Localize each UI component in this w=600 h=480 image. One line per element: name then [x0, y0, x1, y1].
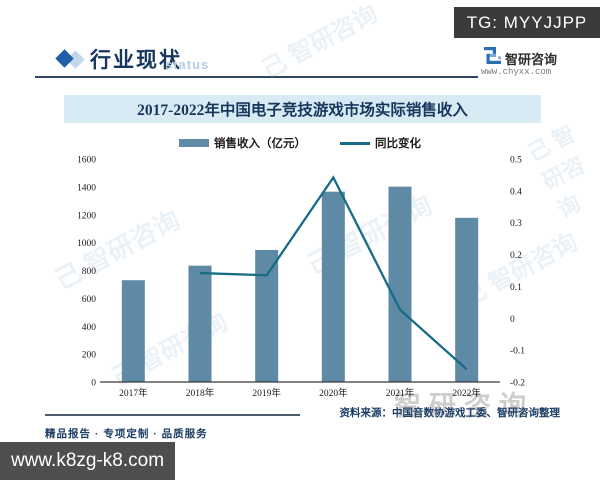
brand-url: www.chyxx.com: [481, 67, 552, 77]
bar-2018年: [188, 265, 212, 382]
brand-name: 智研咨询: [505, 52, 558, 67]
x-axis-label: 2017年: [119, 387, 148, 399]
left-axis-tick: 1600: [77, 156, 96, 166]
legend-line-label: 同比变化: [375, 138, 421, 150]
right-axis-tick: 0: [510, 315, 515, 325]
right-axis-tick: 0.2: [510, 251, 522, 261]
site-url-badge: www.k8zg-k8.com: [0, 442, 175, 480]
header-divider: [35, 76, 478, 78]
right-axis-tick: 0.4: [510, 187, 522, 197]
legend-item-revenue: 销售收入（亿元）: [179, 135, 306, 151]
left-axis-tick: 200: [82, 351, 97, 361]
x-axis-label: 2021年: [386, 387, 415, 399]
bar-2019年: [255, 249, 279, 382]
chart-canvas: 0 200 400 600 800 1000 1200 1400 1600 -0.2 -0.1 0 0.…: [77, 156, 525, 400]
right-axis-tick: -0.1: [510, 347, 525, 357]
left-axis-tick: 0: [91, 379, 96, 389]
data-source-text: 资料来源：中国音数协游戏工委、智研咨询整理: [339, 407, 561, 419]
chart-legend: 销售收入（亿元） 同比变化: [0, 136, 600, 150]
yoy-line: [199, 175, 468, 371]
left-axis-tick: 400: [82, 323, 97, 333]
left-axis-tick: 600: [82, 295, 97, 305]
chart-title-banner: 2017-2022年中国电子竞技游戏市场实际销售收入: [64, 95, 541, 123]
brand-watermark: 己 智研咨询: [257, 0, 383, 84]
right-axis-tick: 0.1: [510, 283, 522, 293]
left-axis-tick: 800: [82, 267, 97, 277]
x-axis-label: 2022年: [452, 387, 481, 399]
legend-line-swatch: [340, 141, 370, 145]
services-tagline: 精品报告 · 专项定制 · 品质服务: [45, 428, 208, 440]
tg-contact-label: TG: MYYJJPP: [466, 12, 588, 32]
right-axis-tick: 0.5: [510, 156, 522, 166]
section-title-watermark: status: [165, 57, 210, 72]
legend-item-yoy: 同比变化: [340, 135, 421, 151]
site-url-label: www.k8zg-k8.com: [10, 450, 165, 471]
bar-2022年: [455, 217, 479, 382]
brand-logo-icon: [484, 47, 501, 64]
bar-2021年: [388, 186, 412, 382]
bar-2020年: [321, 191, 345, 382]
x-axis-label: 2020年: [319, 387, 348, 399]
left-axis-tick: 1400: [77, 183, 96, 193]
chart-title: 2017-2022年中国电子竞技游戏市场实际销售收入: [137, 102, 468, 119]
section-diamond-icon: [55, 49, 86, 69]
chart-area: 0 200 400 600 800 1000 1200 1400 1600 -0.2 -0.1 0 0.…: [70, 152, 548, 404]
left-axis-tick: 1200: [77, 211, 96, 221]
right-axis-tick: -0.2: [510, 379, 525, 389]
section-title: 行业现状: [90, 48, 182, 72]
left-axis-tick: 1000: [77, 239, 96, 249]
legend-bar-label: 销售收入（亿元）: [214, 138, 306, 150]
x-axis-label: 2018年: [186, 387, 215, 399]
footer-divider: [45, 414, 300, 416]
bar-2017年: [121, 280, 145, 382]
tg-contact-badge: TG: MYYJJPP: [454, 7, 600, 38]
legend-bar-swatch: [179, 139, 209, 147]
x-axis-label: 2019年: [252, 387, 281, 399]
right-axis-tick: 0.3: [510, 219, 522, 229]
